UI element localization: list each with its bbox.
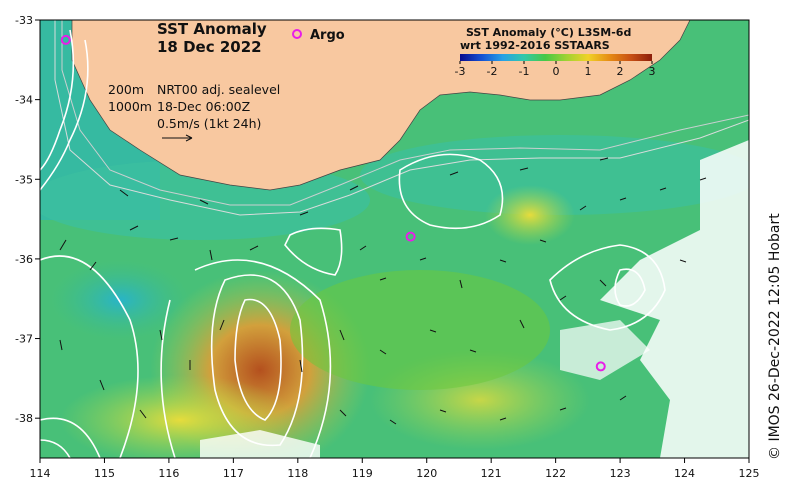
colorbar-tick-label: 0 bbox=[553, 65, 560, 78]
y-tick-label: -36 bbox=[15, 253, 33, 266]
y-tick-label: -34 bbox=[15, 94, 33, 107]
colorbar-tick-label: -2 bbox=[487, 65, 498, 78]
x-tick-label: 115 bbox=[94, 467, 115, 480]
y-axis: -33 -34 -35 -36 -37 -38 bbox=[15, 14, 40, 425]
map-title: SST Anomaly bbox=[157, 20, 267, 38]
map-date: 18 Dec 2022 bbox=[157, 38, 262, 56]
colorbar-tick-label: 3 bbox=[649, 65, 656, 78]
scale-label: 0.5m/s (1kt 24h) bbox=[157, 116, 261, 131]
x-tick-label: 125 bbox=[739, 467, 760, 480]
argo-float-marker bbox=[405, 231, 416, 242]
colorbar-title: SST Anomaly (°C) L3SM-6d bbox=[466, 26, 631, 39]
argo-float-marker bbox=[60, 34, 71, 45]
depth-200m-label: 200m bbox=[108, 82, 144, 97]
imos-credit: © IMOS 26-Dec-2022 12:05 Hobart bbox=[767, 213, 783, 460]
x-tick-label: 116 bbox=[158, 467, 179, 480]
colorbar-tick-label: -1 bbox=[519, 65, 530, 78]
x-tick-label: 119 bbox=[352, 467, 373, 480]
colorbar-tick-label: 2 bbox=[617, 65, 624, 78]
argo-floats bbox=[60, 34, 606, 372]
x-tick-label: 121 bbox=[481, 467, 502, 480]
y-tick-label: -33 bbox=[15, 14, 33, 27]
colorbar-tick-label: -3 bbox=[455, 65, 466, 78]
warm-patch-mid bbox=[485, 185, 575, 245]
x-tick-label: 120 bbox=[416, 467, 437, 480]
x-axis: 114 115 116 117 118 119 120 121 122 123 124 125 bbox=[30, 458, 760, 480]
x-tick-label: 114 bbox=[30, 467, 51, 480]
sealevel-contours bbox=[40, 29, 666, 458]
y-tick-label: -37 bbox=[15, 333, 33, 346]
plot-area bbox=[40, 20, 749, 458]
argo-legend-label: Argo bbox=[310, 28, 345, 43]
argo-legend-icon bbox=[292, 29, 302, 39]
scale-arrow-head-icon bbox=[185, 134, 193, 142]
cool-patch bbox=[50, 260, 190, 340]
x-tick-label: 117 bbox=[223, 467, 244, 480]
colorbar-subtitle: wrt 1992-2016 SSTAARS bbox=[460, 39, 610, 52]
velocity-arrows bbox=[59, 157, 707, 425]
depth-1000m-label: 1000m bbox=[108, 99, 152, 114]
plot-frame bbox=[39, 19, 750, 459]
argo-float-marker bbox=[595, 361, 606, 372]
x-tick-label: 124 bbox=[674, 467, 695, 480]
australia-land bbox=[71, 20, 691, 191]
datetime-label: 18-Dec 06:00Z bbox=[157, 99, 250, 114]
x-tick-label: 118 bbox=[287, 467, 308, 480]
y-tick-label: -38 bbox=[15, 412, 33, 425]
y-tick-label: -35 bbox=[15, 173, 33, 186]
colorbar-ticks: -3 -2 -1 0 1 2 3 bbox=[455, 61, 656, 78]
x-tick-label: 122 bbox=[545, 467, 566, 480]
green-patch bbox=[290, 270, 550, 390]
isobath-200m bbox=[61, 20, 749, 206]
missing-data-east bbox=[600, 140, 749, 458]
colorbar-tick-label: 1 bbox=[585, 65, 592, 78]
sealevel-label: NRT00 adj. sealevel bbox=[157, 82, 280, 97]
x-tick-label: 123 bbox=[610, 467, 631, 480]
missing-data-patch bbox=[560, 320, 650, 380]
colorbar bbox=[460, 54, 652, 61]
